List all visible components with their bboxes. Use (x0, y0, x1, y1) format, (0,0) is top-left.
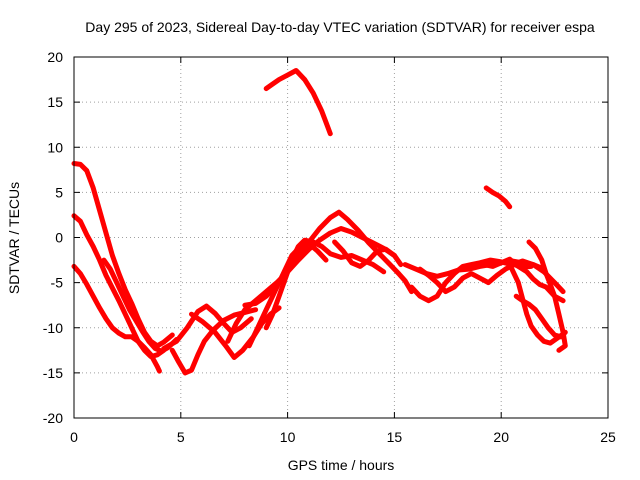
y-tick-label: 5 (55, 184, 63, 200)
x-tick-label: 10 (280, 429, 296, 445)
series-trace-6 (161, 303, 254, 351)
series-trace-10 (263, 237, 387, 331)
y-tick-label: -20 (43, 410, 63, 426)
x-tick-labels: 0 5 10 15 20 25 (70, 429, 616, 445)
series-trace-19 (509, 266, 566, 346)
x-tick-label: 25 (600, 429, 616, 445)
y-tick-label: 0 (55, 230, 63, 246)
series-trace-3 (71, 263, 162, 374)
series-trace-7 (189, 305, 282, 360)
x-tick-label: 20 (493, 429, 509, 445)
series-trace-17 (526, 239, 568, 353)
chart-title: Day 295 of 2023, Sidereal Day-to-day VTE… (85, 19, 595, 35)
y-tick-label: -5 (51, 275, 64, 291)
y-tick-label: -10 (43, 320, 63, 336)
y-tick-label: 15 (47, 94, 63, 110)
series-trace-11 (246, 241, 329, 349)
series-trace-16 (481, 256, 566, 304)
series-trace-21 (483, 185, 513, 210)
series-trace-1 (71, 161, 175, 349)
y-tick-label: 20 (47, 49, 63, 65)
x-axis-label: GPS time / hours (288, 457, 395, 473)
y-tick-label: -15 (43, 365, 63, 381)
series-trace-12 (332, 239, 404, 269)
data-traces (71, 68, 568, 376)
series-trace-15 (417, 262, 534, 295)
y-tick-label: 10 (47, 139, 63, 155)
x-tick-label: 5 (177, 429, 185, 445)
series-trace-5 (169, 307, 259, 376)
x-tick-label: 0 (70, 429, 78, 445)
plot-frame (73, 56, 609, 419)
x-tick-label: 15 (387, 429, 403, 445)
y-tick-labels: -20 -15 -10 -5 0 5 10 15 20 (43, 49, 63, 426)
series-trace-9 (242, 209, 414, 308)
series-trace-14 (409, 257, 566, 304)
series-trace-20 (263, 68, 333, 137)
grid-lines (74, 57, 608, 418)
y-axis-label: SDTVAR / TECUs (6, 182, 22, 294)
